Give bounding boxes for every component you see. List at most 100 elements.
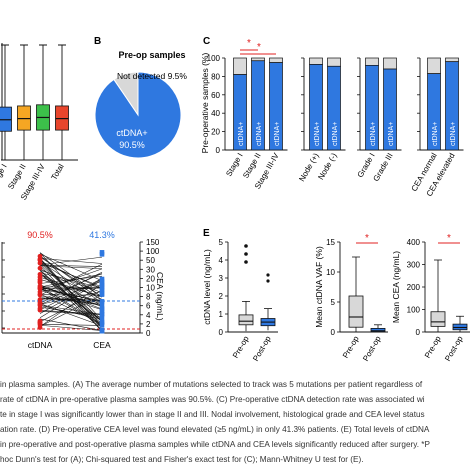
e-outlier xyxy=(244,252,248,256)
tick-label-a: Total xyxy=(49,162,65,181)
bar-label-ctdna: ctDNA+ xyxy=(314,122,321,146)
e-box-pre-op xyxy=(238,314,254,326)
d-pair-line xyxy=(39,269,103,293)
e-ytick-label: 3 xyxy=(219,274,224,283)
bar-positive-node- xyxy=(309,64,323,151)
e-ytick-label: 10 xyxy=(326,268,335,277)
e-ytick-label: 15 xyxy=(326,238,335,247)
d-cea-point xyxy=(99,308,105,314)
panel-c-bars: Pre-operative samples (%) 0 20 40 60 80 100 ctD… xyxy=(200,38,464,198)
d-pair-line xyxy=(39,287,103,289)
bar-positive-grade-i xyxy=(365,65,379,151)
caption-line-3: te in stage I was significantly lower th… xyxy=(0,410,425,419)
bar-label-ctdna: ctDNA+ xyxy=(332,122,339,146)
d-pair-line xyxy=(39,279,103,319)
bar-negative-cea-normal xyxy=(427,57,441,74)
bar-positive-stage-i xyxy=(233,74,247,151)
d-pair-line xyxy=(39,324,103,331)
d-cea-point xyxy=(99,287,105,293)
d-xlabel-cea: CEA xyxy=(93,340,111,350)
d-cea-point xyxy=(99,315,105,320)
d-pair-line xyxy=(39,273,103,301)
e-ytick-label: 0 xyxy=(331,328,336,337)
panel-c-letter: C xyxy=(203,36,210,47)
d-cea-point xyxy=(99,300,105,306)
d-cea-point xyxy=(99,322,105,328)
caption-line-4: ation rate. (D) Pre-operative CEA level … xyxy=(0,425,430,434)
e-ytick-label: 2 xyxy=(219,292,224,301)
e-box-pre-op xyxy=(430,311,446,327)
e-ytick-label: 200 xyxy=(407,283,421,292)
d-cea-point xyxy=(99,292,105,297)
d-ctdna-point xyxy=(37,320,43,326)
e-tick-label: Post-op xyxy=(361,334,383,363)
bar-negative-stage-i xyxy=(233,57,247,75)
e-tick-label: Pre-op xyxy=(341,334,361,360)
pie-label-ctdna-value: 90.5% xyxy=(119,140,145,150)
e-ytick-label: 1 xyxy=(219,310,224,319)
panel-b-pie: Not detected 9.5% ctDNA+ 90.5% xyxy=(94,71,187,159)
e-ytick-label: 400 xyxy=(407,238,421,247)
e-sig-star: * xyxy=(447,233,451,244)
caption-line-2: rate of ctDNA in pre-operative plasma sa… xyxy=(0,395,425,404)
d-ctdna-point xyxy=(37,265,43,271)
d-right-tick-label: 8 xyxy=(146,293,151,302)
e-outlier xyxy=(266,273,270,277)
e-ylabel: Mean ctDNA VAF (%) xyxy=(314,246,324,328)
d-pair-line xyxy=(39,261,103,323)
e-outlier xyxy=(244,244,248,248)
d-right-tick-label: 30 xyxy=(146,265,155,274)
d-pair-line xyxy=(39,273,103,306)
d-cea-pct: 41.3% xyxy=(89,230,115,240)
e-box-pre-op xyxy=(348,295,364,328)
e-ylabel: ctDNA level (ng/mL) xyxy=(202,249,212,325)
d-pair-line xyxy=(39,293,103,325)
e-box-post-op xyxy=(452,323,468,331)
d-cea-point xyxy=(99,328,105,334)
d-pair-line xyxy=(39,252,103,321)
pie-slice-ctdna- xyxy=(94,71,182,159)
c-sig-star: * xyxy=(247,38,251,49)
c-ytick-label: 0 xyxy=(216,146,221,155)
d-pair-line xyxy=(39,306,103,318)
d-pair-line xyxy=(39,287,103,327)
bar-positive-cea-elevated xyxy=(445,61,459,151)
pie-label-ctdna: ctDNA+ xyxy=(116,128,147,138)
bar-label-ctdna: ctDNA+ xyxy=(274,122,281,146)
bar-label-ctdna: ctDNA+ xyxy=(450,122,457,146)
bar-positive-cea-normal xyxy=(427,73,441,151)
d-ctdna-point xyxy=(37,325,43,330)
d-ctdna-point xyxy=(37,303,43,308)
d-ctdna-point xyxy=(37,286,43,292)
d-ctdna-point xyxy=(37,280,43,286)
d-cea-point xyxy=(99,284,105,290)
d-cea-point xyxy=(99,311,105,317)
d-cea-point xyxy=(99,250,105,255)
bar-label-ctdna: ctDNA+ xyxy=(238,122,245,146)
d-pair-line xyxy=(39,303,103,327)
e-ytick-label: 0 xyxy=(416,328,421,337)
bar-label-ctdna: ctDNA+ xyxy=(388,122,395,146)
c-ylabel: Pre-operative samples (%) xyxy=(200,53,210,154)
d-ctdna-point xyxy=(37,260,43,266)
e-tick-label: Post-op xyxy=(443,334,465,363)
panel-b-letter: B xyxy=(94,36,101,47)
bar-positive-stage-iii-iv xyxy=(269,62,283,151)
bar-negative-grade-i xyxy=(365,57,379,66)
pie-label-not-detected: Not detected 9.5% xyxy=(117,71,187,81)
c-ytick-label: 40 xyxy=(211,109,220,118)
d-right-tick-label: 6 xyxy=(146,302,151,311)
d-right-tick-label: 2 xyxy=(146,320,151,329)
d-pair-line xyxy=(39,324,103,326)
d-pair-line xyxy=(39,310,103,316)
bar-negative-node- xyxy=(327,57,341,67)
d-cea-point xyxy=(99,276,105,282)
d-pair-line xyxy=(39,289,103,302)
d-right-tick-label: 50 xyxy=(146,256,155,265)
bar-positive-stage-ii xyxy=(251,60,265,151)
d-pair-line xyxy=(39,261,103,303)
e-box-post-op xyxy=(370,327,386,333)
